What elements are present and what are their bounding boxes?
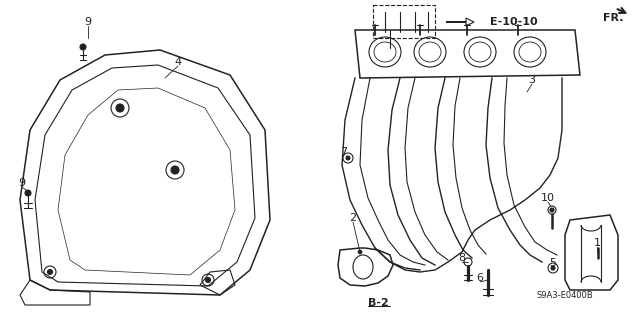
Text: 9: 9 xyxy=(19,178,26,188)
Circle shape xyxy=(25,190,31,196)
Text: 3: 3 xyxy=(529,75,536,85)
Text: 2: 2 xyxy=(349,213,356,223)
Text: 1: 1 xyxy=(593,238,600,248)
Text: E-10-10: E-10-10 xyxy=(490,17,538,27)
Text: 9: 9 xyxy=(84,17,92,27)
Circle shape xyxy=(80,44,86,50)
Circle shape xyxy=(116,104,124,112)
Text: 6: 6 xyxy=(477,273,483,283)
Circle shape xyxy=(551,266,555,270)
Circle shape xyxy=(358,250,362,254)
FancyArrow shape xyxy=(446,18,474,26)
Text: 7: 7 xyxy=(340,147,348,157)
Text: 10: 10 xyxy=(541,193,555,203)
Circle shape xyxy=(346,156,350,160)
Text: FR.: FR. xyxy=(603,13,623,23)
Text: B-2: B-2 xyxy=(367,298,388,308)
Circle shape xyxy=(205,278,211,283)
Circle shape xyxy=(171,166,179,174)
Circle shape xyxy=(47,270,52,275)
Text: 4: 4 xyxy=(175,57,182,67)
Circle shape xyxy=(550,208,554,212)
Circle shape xyxy=(343,153,353,163)
Text: S9A3-E0400B: S9A3-E0400B xyxy=(536,291,593,300)
Text: 5: 5 xyxy=(550,258,557,268)
Circle shape xyxy=(548,206,556,214)
Text: 8: 8 xyxy=(458,253,465,263)
